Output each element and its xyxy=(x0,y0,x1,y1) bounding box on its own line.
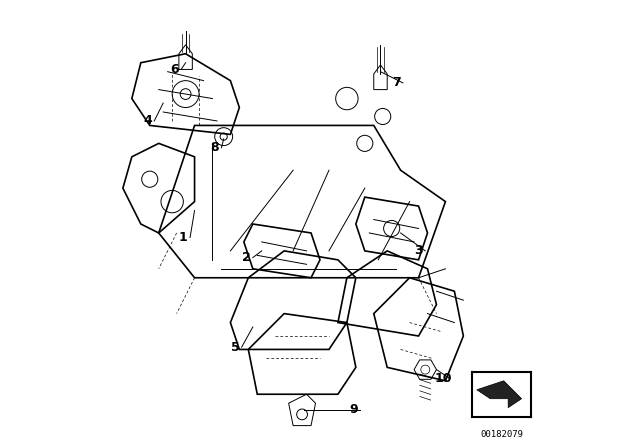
Text: 5: 5 xyxy=(230,340,239,354)
Text: 1: 1 xyxy=(179,231,188,244)
Text: 8: 8 xyxy=(211,141,219,155)
Text: 10: 10 xyxy=(435,372,452,385)
Text: 6: 6 xyxy=(170,63,179,76)
Text: 4: 4 xyxy=(143,114,152,128)
Text: 00182079: 00182079 xyxy=(480,430,523,439)
Text: 2: 2 xyxy=(242,251,250,264)
Polygon shape xyxy=(477,381,522,408)
Text: 3: 3 xyxy=(414,244,423,258)
Text: 7: 7 xyxy=(392,76,401,90)
Text: 9: 9 xyxy=(349,403,358,417)
